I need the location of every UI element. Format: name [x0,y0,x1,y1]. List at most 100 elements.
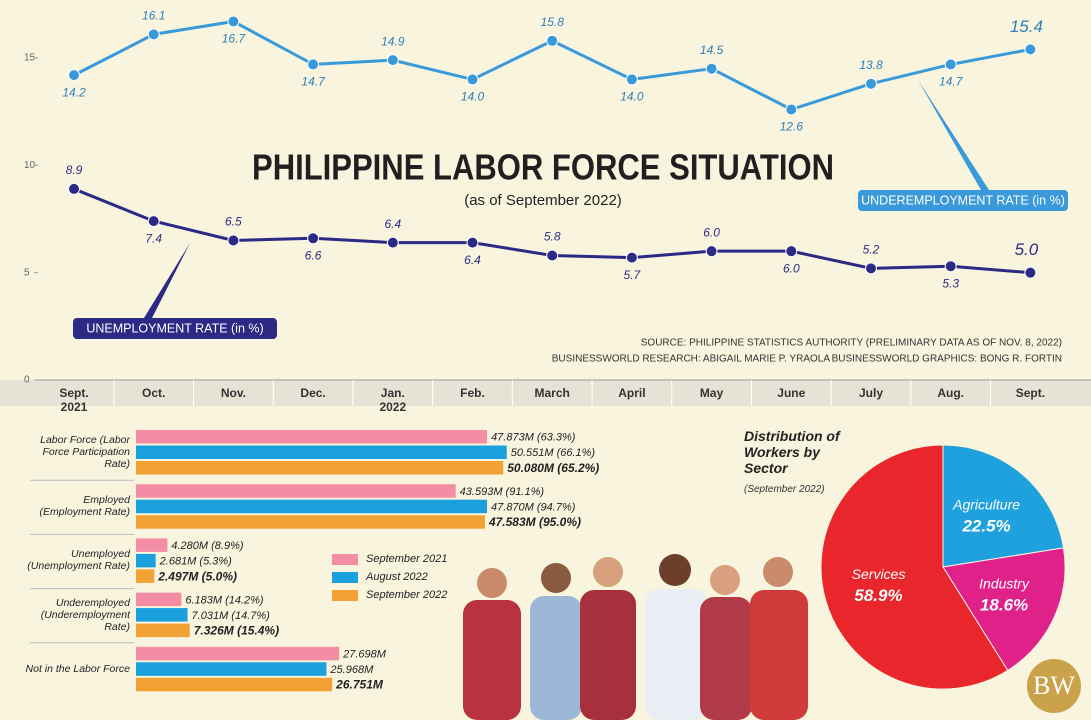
legend-item: September 2022 [332,589,447,601]
pie-title: Distribution of Workers by Sector [744,428,840,476]
data-point [625,251,638,264]
slice-value: 58.9% [854,586,902,605]
y-tick-label: 10 [24,160,36,171]
data-label: 5.7 [624,268,642,282]
data-label: 6.4 [384,217,401,231]
data-label: 15.8 [541,15,565,29]
legend-box [858,190,1068,211]
category-label: Employed (Employment Rate) [39,494,130,519]
bar [136,484,456,498]
graphics-note: BUSINESSWORLD GRAPHICS: BONG R. FORTIN [832,354,1062,365]
data-label: 7.4 [145,231,162,245]
category-label: Labor Force (Labor Force Participation R… [40,434,130,470]
bar-value-label: 2.497M (5.0%) [157,569,237,583]
logo-text: BW [1033,671,1075,700]
data-label: 5.2 [863,243,880,257]
x-tick-label: Jan. 2022 [379,386,407,414]
data-point [705,245,718,258]
x-tick-label: July [858,386,883,400]
slice-value: 18.6% [980,595,1028,614]
data-label: 5.8 [544,230,561,244]
data-point [227,234,240,247]
data-label: 14.2 [62,85,86,99]
data-label: 12.6 [780,120,804,134]
category-label: Underemployed (Underemployment Rate) [40,596,130,633]
slice-label: Industry [979,576,1030,592]
legend-item: August 2022 [332,571,428,583]
data-label: 6.0 [703,225,720,239]
x-tick-label: Nov. [220,386,246,400]
x-tick-label: Sept. 2021 [59,386,89,414]
data-label: 14.0 [461,90,485,104]
data-point [944,260,957,273]
bar-value-label: 50.080M (65.2%) [507,461,599,475]
legend-label: September 2022 [366,589,448,601]
legend-pointer [144,243,190,318]
data-point [865,262,877,275]
legend-label: UNDEREMPLOYMENT RATE (in %) [861,193,1065,207]
research-note: BUSINESSWORLD RESEARCH: ABIGAIL MARIE P.… [552,354,831,365]
bar [136,646,340,661]
bar [136,623,190,638]
data-label: 5.0 [1015,240,1039,259]
bar-value-label: 25.968M [329,664,374,676]
data-label: 14.5 [700,43,724,57]
data-point [1024,266,1037,279]
x-tick-label: March [534,386,570,400]
pie-subtitle: (September 2022) [744,484,825,495]
bar [136,515,485,529]
bar [136,430,488,444]
pie-slice [942,444,1065,568]
data-point [466,73,479,86]
category-label: Not in the Labor Force [25,662,130,675]
data-label: 6.4 [464,253,481,267]
bar-value-label: 7.326M (15.4%) [194,624,279,638]
x-tick-label: Oct. [142,386,166,400]
data-point [865,77,877,90]
source-note: SOURCE: PHILIPPINE STATISTICS AUTHORITY … [641,338,1062,349]
data-point [227,15,240,28]
bar-value-label: 26.751M [335,678,384,692]
legend-label: UNEMPLOYMENT RATE (in %) [86,321,263,335]
series-line [73,19,1031,112]
x-tick-label: May [699,386,724,400]
y-tick-label: 15 [24,53,36,64]
data-point [705,62,718,75]
data-label: 6.6 [305,248,322,262]
bar [136,592,182,607]
slice-label: Agriculture [952,497,1020,513]
bar-value-label: 43.593M (91.1%) [460,486,545,498]
legend-label: September 2021 [366,553,448,565]
data-point [546,249,559,262]
data-point [785,245,798,258]
data-point [1024,43,1037,56]
data-label: 14.7 [301,75,326,89]
data-label: 15.4 [1010,17,1043,36]
data-point [386,54,399,67]
data-point [307,58,320,71]
legend-label: August 2022 [366,571,428,583]
legend-swatch [332,571,358,583]
data-point [68,182,80,195]
bar-value-label: 47.870M (94.7%) [491,501,576,513]
data-label: 13.8 [859,58,883,72]
legend-swatch [332,553,358,565]
data-point [386,236,399,249]
data-point [307,232,320,245]
data-label: 5.3 [942,276,959,290]
legend-swatch [332,589,358,601]
bar [136,538,168,552]
data-label: 6.0 [783,261,800,275]
data-label: 8.9 [66,163,83,177]
logo-badge [1027,659,1081,713]
legend-item: September 2021 [332,553,447,565]
x-tick-label: Sept. [1015,386,1046,400]
bar [136,461,504,475]
bar-value-label: 47.873M (63.3%) [491,432,576,444]
data-point [147,215,160,228]
data-point [546,34,559,47]
data-label: 14.9 [381,34,405,48]
data-label: 14.7 [939,75,964,89]
